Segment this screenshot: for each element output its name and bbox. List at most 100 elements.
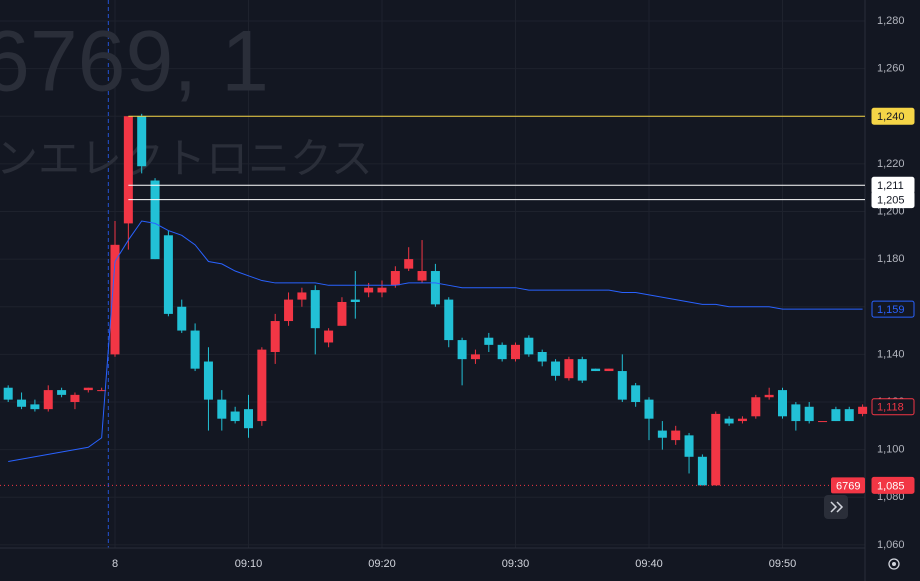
y-tick-label: 1,060: [877, 539, 905, 551]
symbol-tag-label: 6769: [836, 480, 860, 492]
candle-body: [244, 409, 253, 429]
x-tick-label: 09:40: [635, 558, 663, 570]
watermark-name: ンエレクトロニクス: [0, 135, 373, 182]
candle-body: [537, 351, 547, 362]
x-tick-label: 09:50: [769, 558, 797, 570]
candle-body: [831, 409, 841, 422]
settings-button[interactable]: [888, 558, 900, 570]
candle-body: [524, 337, 534, 355]
candle-body: [657, 430, 667, 438]
candle-body: [697, 456, 707, 486]
x-tick-label: 09:20: [368, 558, 396, 570]
candle-body: [30, 404, 40, 410]
candle-body: [163, 235, 173, 314]
candle-body: [604, 368, 614, 372]
candle-body: [70, 394, 80, 403]
watermark-symbol: 6769, 1: [0, 14, 269, 110]
candle-body: [724, 418, 734, 424]
candle-body: [577, 359, 587, 381]
candle-body: [257, 349, 267, 422]
candle-body: [203, 361, 213, 400]
candle-body: [764, 394, 774, 398]
candle-body: [711, 413, 721, 486]
candle-body: [177, 306, 187, 331]
candle-body: [17, 399, 27, 407]
candle-body: [457, 340, 467, 360]
tags: 1,240 1,211 1,205 1,159 1,118 6769 1,085: [831, 107, 915, 494]
candle-body: [310, 290, 320, 329]
y-tick-label: 1,280: [877, 15, 905, 27]
plot: [0, 113, 868, 486]
candle-body: [684, 435, 694, 457]
candle-body: [324, 330, 334, 343]
candle-body: [97, 390, 107, 392]
candle-body: [217, 399, 227, 419]
candle-body: [564, 359, 574, 379]
price-tag-label: 1,118: [877, 402, 904, 414]
y-tick-label: 1,080: [877, 491, 905, 503]
candle-body: [83, 387, 93, 391]
price-tag: [871, 476, 915, 494]
x-tick-label: 09:30: [502, 558, 530, 570]
candle-body: [804, 406, 814, 422]
y-tick-label: 1,140: [877, 348, 905, 360]
candle-body: [617, 371, 627, 400]
candle-body: [778, 390, 787, 417]
candle-body: [57, 390, 67, 395]
candle-body: [190, 330, 200, 369]
y-tick-label: 1,260: [877, 62, 905, 74]
candle-body: [337, 301, 347, 326]
candle-body: [430, 271, 440, 305]
price-tag-label: 1,205: [877, 194, 905, 206]
candle-body: [737, 418, 747, 422]
candle-body: [123, 116, 133, 224]
candle-body: [110, 244, 120, 355]
candle-body: [470, 354, 480, 360]
candle-body: [591, 368, 601, 372]
candle-body: [417, 271, 427, 281]
y-tick-label: 1,200: [877, 205, 905, 217]
price-tag-label: 1,159: [877, 304, 905, 316]
price-tag-label: 1,211: [877, 180, 904, 192]
candle-body: [150, 180, 160, 260]
candle-body: [858, 406, 868, 414]
scroll-button[interactable]: [824, 495, 848, 519]
candle-body: [364, 287, 374, 293]
candle-body: [511, 344, 520, 360]
candle-body: [3, 387, 13, 400]
y-tick-label: 1,100: [877, 444, 905, 456]
candle-body: [390, 271, 400, 286]
candle-body: [631, 385, 641, 403]
candle-body: [284, 299, 294, 322]
candle-body: [43, 390, 53, 410]
candle-body: [497, 344, 507, 360]
candle-body: [377, 287, 387, 293]
price-tag: [871, 191, 915, 209]
candle-body: [671, 430, 681, 441]
candle-body: [844, 409, 854, 422]
price-tag: [871, 107, 915, 125]
candle-body: [791, 404, 801, 422]
candle-body: [137, 116, 147, 167]
x-tick-label: 8: [112, 558, 118, 570]
price-tag-label: 1,085: [877, 480, 905, 492]
candle-body: [350, 299, 360, 302]
candle-body: [818, 421, 828, 423]
price-tag: [871, 398, 915, 416]
candle-body: [751, 397, 761, 417]
y-tick-label: 1,180: [877, 253, 905, 265]
vwap-line: [8, 220, 863, 463]
candle-body: [404, 259, 414, 269]
candle-body: [444, 299, 454, 341]
candle-body: [230, 411, 240, 422]
y-tick-label: 1,220: [877, 158, 905, 170]
symbol-tag: [831, 477, 865, 494]
x-tick-label: 09:10: [235, 558, 263, 570]
candle-body: [644, 399, 654, 419]
candle-body: [270, 321, 280, 352]
candle-body: [297, 292, 307, 300]
candle-body: [551, 361, 561, 376]
candle-body: [484, 337, 494, 345]
